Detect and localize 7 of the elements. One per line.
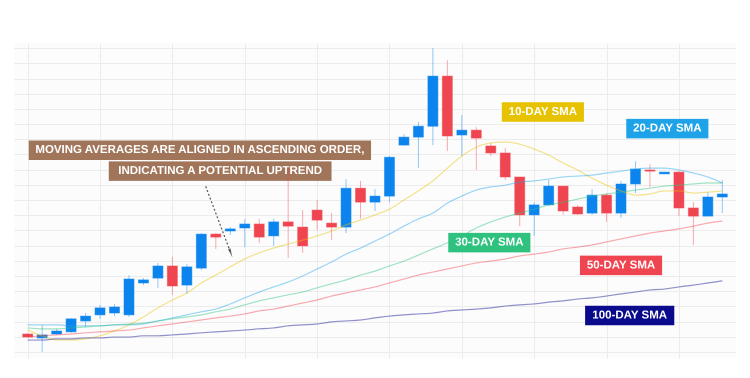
- series-label: 100-DAY SMA: [592, 309, 668, 322]
- series-label: 50-DAY SMA: [586, 259, 656, 272]
- text: 10-DAY SMA: [508, 106, 578, 118]
- text: 20-DAY SMA: [633, 122, 702, 135]
- series-label: 30-DAY SMA: [455, 236, 524, 249]
- annotation: MOVING AVERAGES ARE ALIGNED IN ASCENDING ORDER,: [35, 144, 364, 156]
- annotation: INDICATING A POTENTIAL UPTREND: [118, 165, 322, 178]
